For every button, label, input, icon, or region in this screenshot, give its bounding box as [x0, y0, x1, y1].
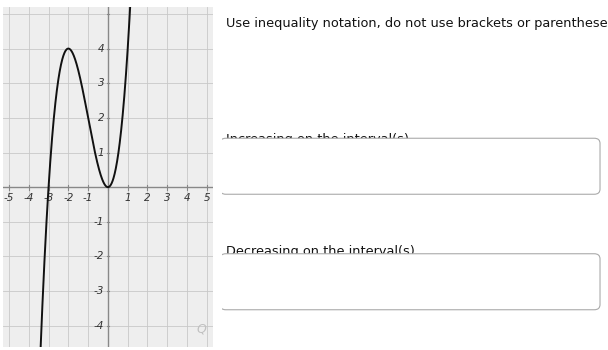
Text: Q: Q — [196, 323, 206, 336]
Text: -1: -1 — [94, 217, 105, 227]
Text: 2: 2 — [144, 194, 151, 203]
Text: -3: -3 — [43, 194, 54, 203]
Text: -4: -4 — [94, 321, 105, 331]
Text: Decreasing on the interval(s): Decreasing on the interval(s) — [226, 245, 415, 259]
Text: -2: -2 — [94, 251, 105, 261]
Text: 1: 1 — [125, 194, 131, 203]
Text: 2: 2 — [98, 113, 105, 123]
Text: 5: 5 — [204, 194, 210, 203]
Text: 3: 3 — [98, 78, 105, 88]
FancyBboxPatch shape — [220, 138, 600, 194]
Text: -4: -4 — [24, 194, 34, 203]
Text: -3: -3 — [94, 286, 105, 296]
Text: -2: -2 — [63, 194, 74, 203]
Text: 3: 3 — [164, 194, 171, 203]
Text: 4: 4 — [98, 43, 105, 54]
FancyBboxPatch shape — [220, 254, 600, 310]
Text: 4: 4 — [184, 194, 190, 203]
Text: -5: -5 — [4, 194, 14, 203]
Text: 1: 1 — [98, 147, 105, 158]
Text: -1: -1 — [83, 194, 93, 203]
Text: Use inequality notation, do not use brackets or parentheses. The function graphe: Use inequality notation, do not use brac… — [226, 18, 608, 30]
Text: Increasing on the interval(s): Increasing on the interval(s) — [226, 133, 409, 147]
